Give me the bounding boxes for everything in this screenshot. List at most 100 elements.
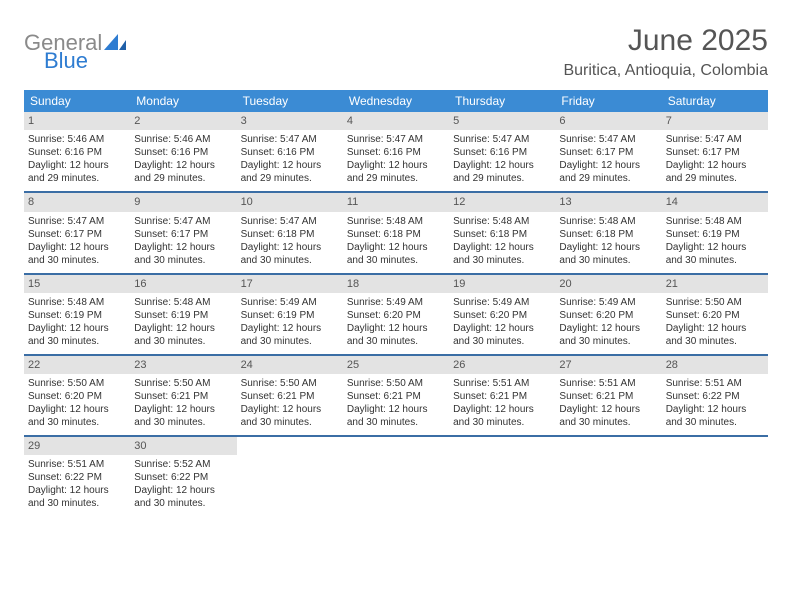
sunrise-text: Sunrise: 5:48 AM [666,215,764,228]
day-number: 8 [24,193,130,211]
day-cell: 4Sunrise: 5:47 AMSunset: 6:16 PMDaylight… [343,112,449,191]
daylight-text: Daylight: 12 hours [559,322,657,335]
day-cell: 10Sunrise: 5:47 AMSunset: 6:18 PMDayligh… [237,193,343,272]
sunrise-text: Sunrise: 5:51 AM [666,377,764,390]
logo-text-blue: Blue [44,50,126,72]
day-cell: 21Sunrise: 5:50 AMSunset: 6:20 PMDayligh… [662,275,768,354]
day-number: 19 [449,275,555,293]
day-cell: 16Sunrise: 5:48 AMSunset: 6:19 PMDayligh… [130,275,236,354]
logo: General Blue [24,32,126,72]
sunset-text: Sunset: 6:16 PM [347,146,445,159]
sunset-text: Sunset: 6:20 PM [347,309,445,322]
daylight-text: Daylight: 12 hours [241,322,339,335]
day-cell: 25Sunrise: 5:50 AMSunset: 6:21 PMDayligh… [343,356,449,435]
day-number: 16 [130,275,236,293]
sunrise-text: Sunrise: 5:47 AM [666,133,764,146]
week-row: 1Sunrise: 5:46 AMSunset: 6:16 PMDaylight… [24,112,768,193]
day-number: 25 [343,356,449,374]
day-number: 2 [130,112,236,130]
sunset-text: Sunset: 6:21 PM [241,390,339,403]
daylight-text: and 30 minutes. [347,254,445,267]
daylight-text: Daylight: 12 hours [559,241,657,254]
sunset-text: Sunset: 6:20 PM [559,309,657,322]
sunset-text: Sunset: 6:19 PM [666,228,764,241]
day-number: 17 [237,275,343,293]
week-row: 29Sunrise: 5:51 AMSunset: 6:22 PMDayligh… [24,437,768,516]
day-number: 28 [662,356,768,374]
month-title: June 2025 [563,24,768,58]
sunrise-text: Sunrise: 5:50 AM [666,296,764,309]
sunrise-text: Sunrise: 5:49 AM [559,296,657,309]
day-number: 26 [449,356,555,374]
sunset-text: Sunset: 6:21 PM [453,390,551,403]
daylight-text: Daylight: 12 hours [453,403,551,416]
sunset-text: Sunset: 6:21 PM [134,390,232,403]
location-text: Buritica, Antioquia, Colombia [563,62,768,80]
day-number: 9 [130,193,236,211]
week-row: 15Sunrise: 5:48 AMSunset: 6:19 PMDayligh… [24,275,768,356]
sunrise-text: Sunrise: 5:47 AM [28,215,126,228]
daylight-text: and 29 minutes. [666,172,764,185]
sunrise-text: Sunrise: 5:48 AM [347,215,445,228]
sunset-text: Sunset: 6:16 PM [453,146,551,159]
daylight-text: and 29 minutes. [28,172,126,185]
day-cell: 1Sunrise: 5:46 AMSunset: 6:16 PMDaylight… [24,112,130,191]
daylight-text: and 30 minutes. [666,335,764,348]
day-cell: 27Sunrise: 5:51 AMSunset: 6:21 PMDayligh… [555,356,661,435]
daylight-text: Daylight: 12 hours [134,159,232,172]
daylight-text: Daylight: 12 hours [134,484,232,497]
daylight-text: and 30 minutes. [28,416,126,429]
sunrise-text: Sunrise: 5:48 AM [28,296,126,309]
day-cell: 29Sunrise: 5:51 AMSunset: 6:22 PMDayligh… [24,437,130,516]
day-number: 21 [662,275,768,293]
daylight-text: Daylight: 12 hours [134,241,232,254]
daylight-text: Daylight: 12 hours [666,403,764,416]
day-cell: 28Sunrise: 5:51 AMSunset: 6:22 PMDayligh… [662,356,768,435]
daylight-text: and 29 minutes. [347,172,445,185]
day-cell: 8Sunrise: 5:47 AMSunset: 6:17 PMDaylight… [24,193,130,272]
daylight-text: and 30 minutes. [559,335,657,348]
day-cell: 7Sunrise: 5:47 AMSunset: 6:17 PMDaylight… [662,112,768,191]
dow-header-row: Sunday Monday Tuesday Wednesday Thursday… [24,90,768,112]
sunrise-text: Sunrise: 5:49 AM [453,296,551,309]
daylight-text: and 30 minutes. [134,497,232,510]
daylight-text: and 30 minutes. [28,254,126,267]
daylight-text: and 30 minutes. [134,416,232,429]
day-cell: 26 Sunrise: 5:51 AMSunset: 6:21 PMDayligh… [449,356,555,435]
dow-friday: Friday [555,90,661,112]
day-cell: 6Sunrise: 5:47 AMSunset: 6:17 PMDaylight… [555,112,661,191]
day-number: 22 [24,356,130,374]
daylight-text: Daylight: 12 hours [453,241,551,254]
sunrise-text: Sunrise: 5:46 AM [28,133,126,146]
daylight-text: Daylight: 12 hours [559,159,657,172]
sunrise-text: Sunrise: 5:51 AM [453,377,551,390]
day-number: 13 [555,193,661,211]
dow-wednesday: Wednesday [343,90,449,112]
sunset-text: Sunset: 6:18 PM [559,228,657,241]
sunset-text: Sunset: 6:20 PM [28,390,126,403]
dow-tuesday: Tuesday [237,90,343,112]
daylight-text: Daylight: 12 hours [347,241,445,254]
daylight-text: and 29 minutes. [453,172,551,185]
sunset-text: Sunset: 6:21 PM [559,390,657,403]
daylight-text: and 30 minutes. [453,254,551,267]
sunrise-text: Sunrise: 5:47 AM [453,133,551,146]
daylight-text: Daylight: 12 hours [241,403,339,416]
daylight-text: Daylight: 12 hours [28,322,126,335]
daylight-text: Daylight: 12 hours [28,484,126,497]
sunset-text: Sunset: 6:17 PM [28,228,126,241]
daylight-text: Daylight: 12 hours [347,403,445,416]
day-number: 4 [343,112,449,130]
daylight-text: Daylight: 12 hours [241,159,339,172]
daylight-text: Daylight: 12 hours [134,322,232,335]
sunrise-text: Sunrise: 5:48 AM [453,215,551,228]
daylight-text: Daylight: 12 hours [666,322,764,335]
sunrise-text: Sunrise: 5:50 AM [134,377,232,390]
day-number: 27 [555,356,661,374]
daylight-text: Daylight: 12 hours [347,159,445,172]
sunrise-text: Sunrise: 5:47 AM [134,215,232,228]
day-number: 30 [130,437,236,455]
daylight-text: and 30 minutes. [241,335,339,348]
day-cell: 12Sunrise: 5:48 AMSunset: 6:18 PMDayligh… [449,193,555,272]
sunset-text: Sunset: 6:18 PM [241,228,339,241]
